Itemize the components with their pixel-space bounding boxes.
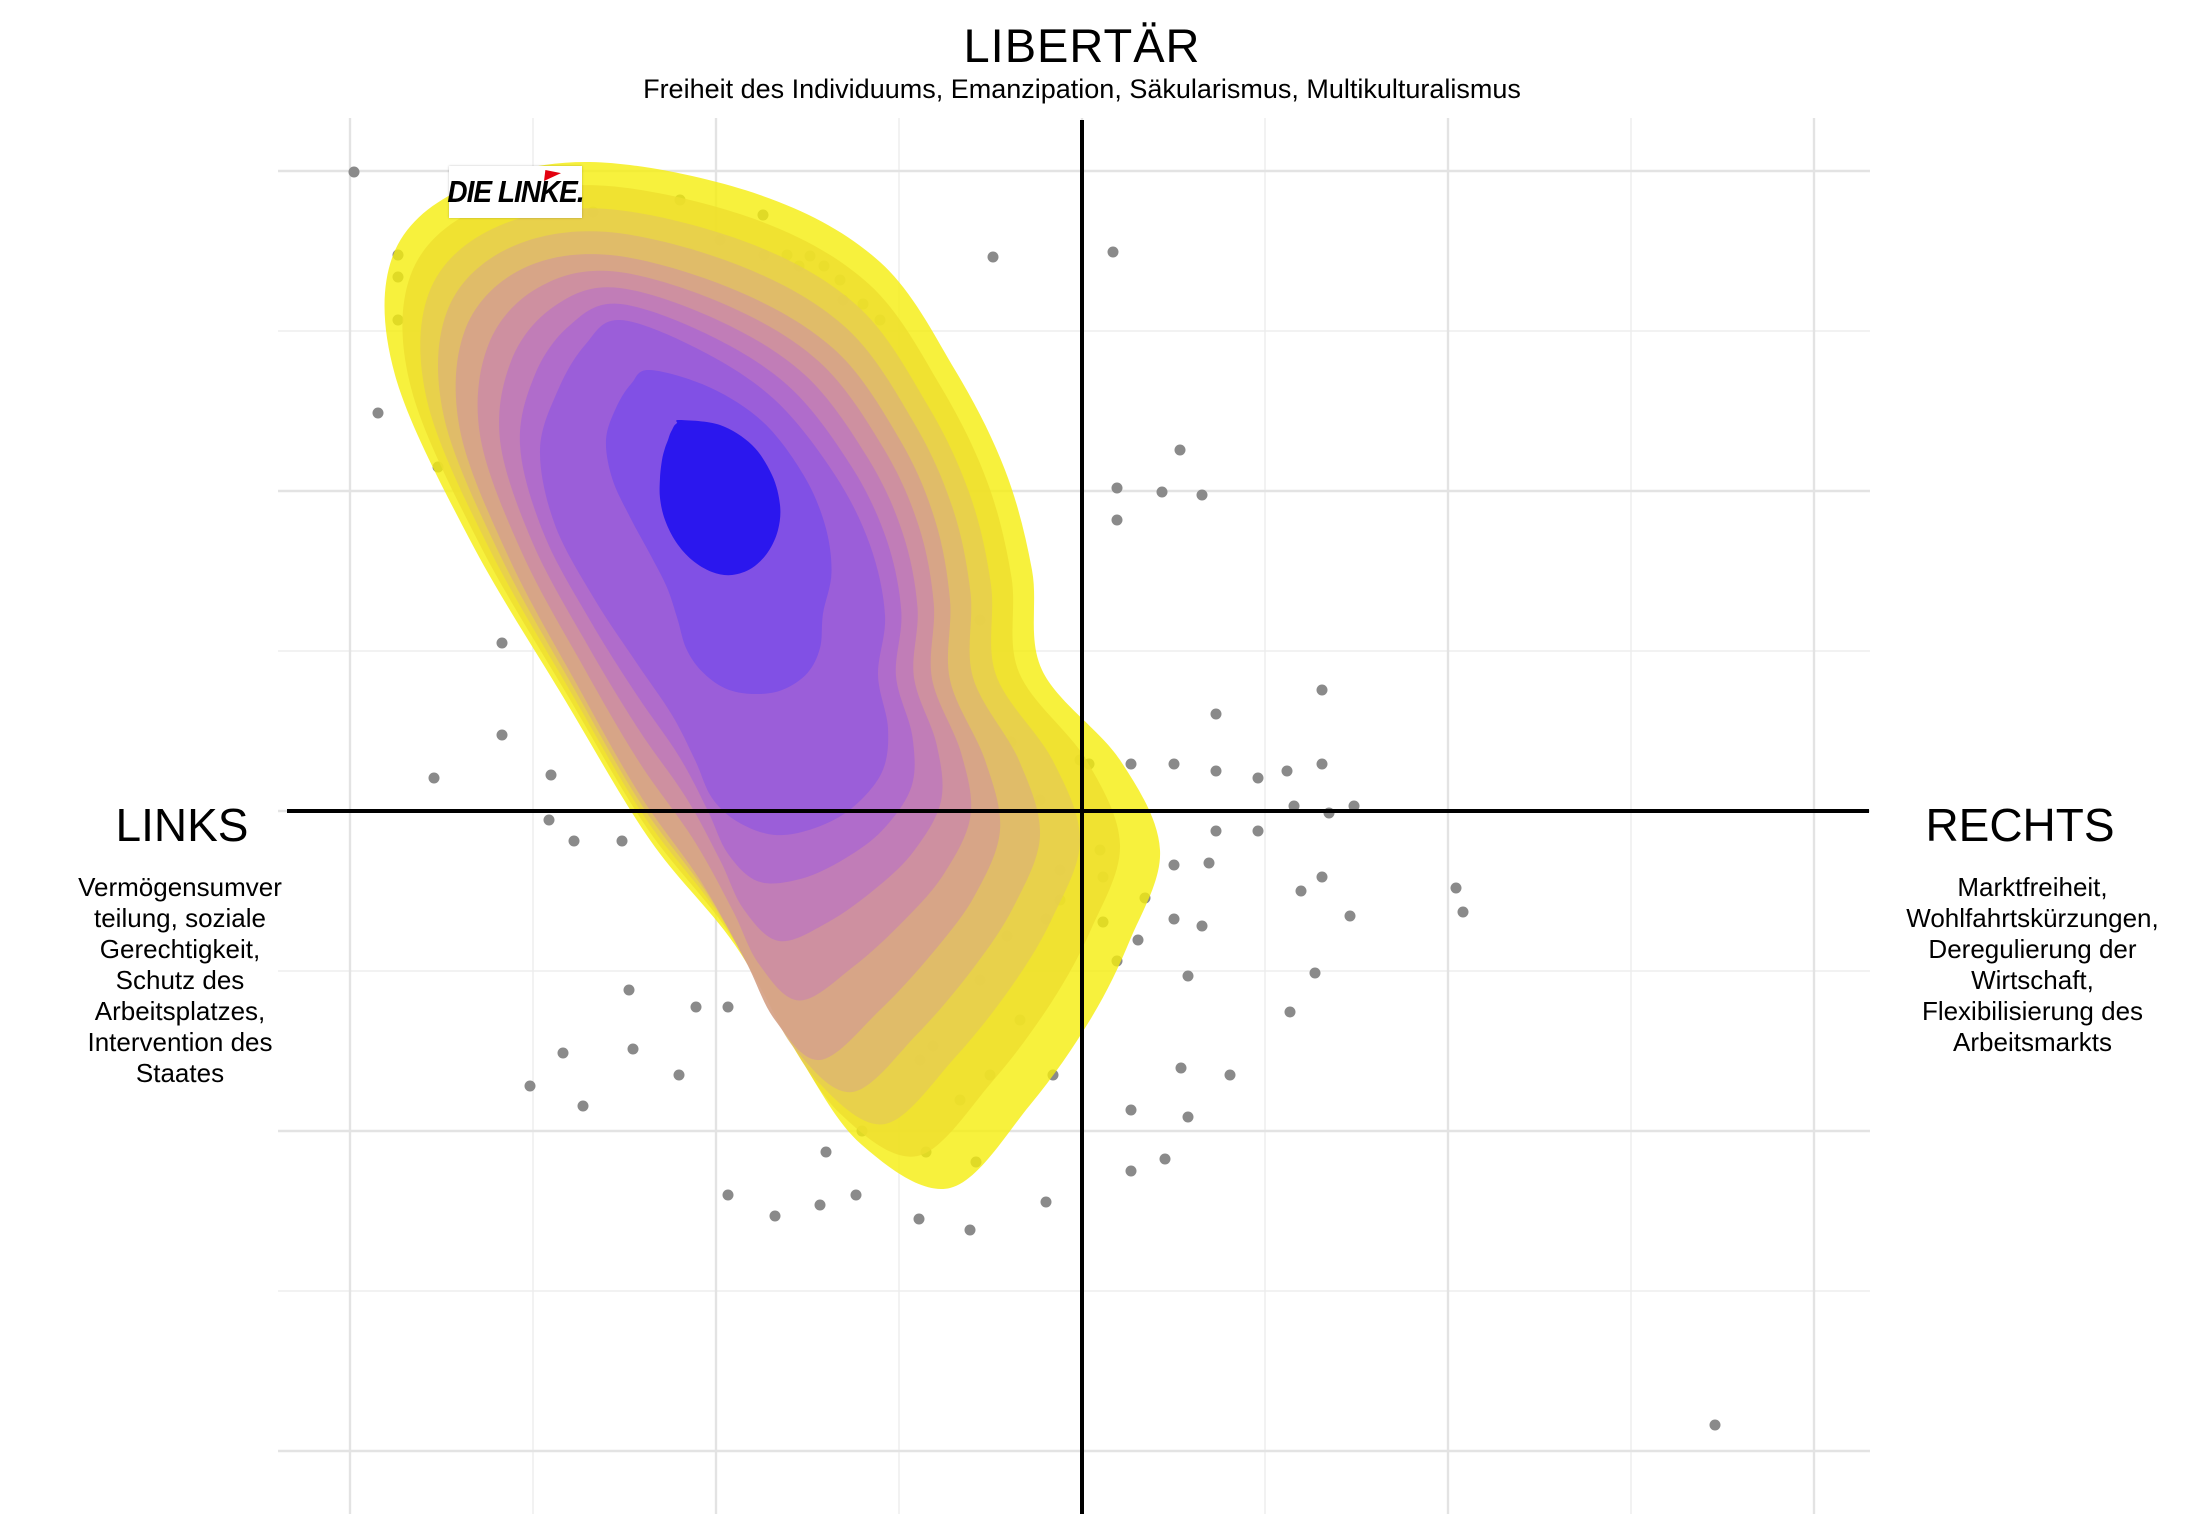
data-point xyxy=(616,835,628,847)
data-point xyxy=(1132,934,1144,946)
data-point xyxy=(1107,246,1119,258)
data-point xyxy=(568,835,580,847)
data-point xyxy=(1210,708,1222,720)
data-point xyxy=(1224,1069,1236,1081)
data-point xyxy=(1111,482,1123,494)
data-point xyxy=(1040,1196,1052,1208)
density-band-11 xyxy=(659,419,781,576)
data-point xyxy=(1316,758,1328,770)
data-point xyxy=(1210,825,1222,837)
data-point xyxy=(850,1189,862,1201)
data-point xyxy=(1159,1153,1171,1165)
axis-top-subtitle: Freiheit des Individuums, Emanzipation, … xyxy=(643,74,1521,104)
data-point xyxy=(577,1100,589,1112)
data-point xyxy=(1168,913,1180,925)
data-point xyxy=(820,1146,832,1158)
data-point xyxy=(1125,758,1137,770)
data-point xyxy=(1210,765,1222,777)
data-point xyxy=(690,1001,702,1013)
die-linke-logo-text: DIE LINKE. xyxy=(447,174,584,209)
data-point xyxy=(1203,857,1215,869)
data-point xyxy=(627,1043,639,1055)
data-point xyxy=(987,251,999,263)
data-point xyxy=(545,769,557,781)
data-point xyxy=(348,166,360,178)
data-point xyxy=(1168,758,1180,770)
data-point xyxy=(1709,1419,1721,1431)
axis-right-title: RECHTS xyxy=(1925,799,2115,851)
data-point xyxy=(1196,920,1208,932)
data-point xyxy=(1174,444,1186,456)
data-point xyxy=(1316,871,1328,883)
data-point xyxy=(428,772,440,784)
data-point xyxy=(1309,967,1321,979)
data-point xyxy=(1348,800,1360,812)
data-point xyxy=(769,1210,781,1222)
data-point xyxy=(722,1001,734,1013)
data-point xyxy=(1125,1104,1137,1116)
data-point xyxy=(964,1224,976,1236)
axis-left-description: Vermögensumver teilung, soziale Gerechti… xyxy=(78,872,282,1088)
data-point xyxy=(1168,859,1180,871)
data-point xyxy=(623,984,635,996)
data-point xyxy=(557,1047,569,1059)
data-point xyxy=(1125,1165,1137,1177)
data-point xyxy=(1196,489,1208,501)
data-point xyxy=(673,1069,685,1081)
data-point xyxy=(1252,825,1264,837)
data-point xyxy=(1284,1006,1296,1018)
data-point xyxy=(1288,800,1300,812)
density-contour-bands xyxy=(384,161,1161,1190)
data-point xyxy=(543,814,555,826)
data-point xyxy=(1182,1111,1194,1123)
axis-top-title: LIBERTÄR xyxy=(963,19,1201,72)
axis-left-title: LINKS xyxy=(115,799,249,851)
data-point xyxy=(1175,1062,1187,1074)
data-point xyxy=(1457,906,1469,918)
data-point xyxy=(1316,684,1328,696)
data-point xyxy=(722,1189,734,1201)
data-point xyxy=(524,1080,536,1092)
data-point xyxy=(496,729,508,741)
data-point xyxy=(1295,885,1307,897)
data-point xyxy=(1156,486,1168,498)
data-point xyxy=(913,1213,925,1225)
red-flag-icon xyxy=(544,170,561,181)
data-point xyxy=(1281,765,1293,777)
axes xyxy=(287,120,1869,1514)
data-point xyxy=(1252,772,1264,784)
data-point xyxy=(372,407,384,419)
data-point xyxy=(496,637,508,649)
data-point xyxy=(1450,882,1462,894)
data-point xyxy=(814,1199,826,1211)
data-point xyxy=(1344,910,1356,922)
die-linke-logo: DIE LINKE. xyxy=(447,166,585,218)
axis-right-description: Marktfreiheit, Wohlfahrtskürzungen, Dere… xyxy=(1906,872,2159,1057)
data-point xyxy=(1111,514,1123,526)
data-point xyxy=(1182,970,1194,982)
